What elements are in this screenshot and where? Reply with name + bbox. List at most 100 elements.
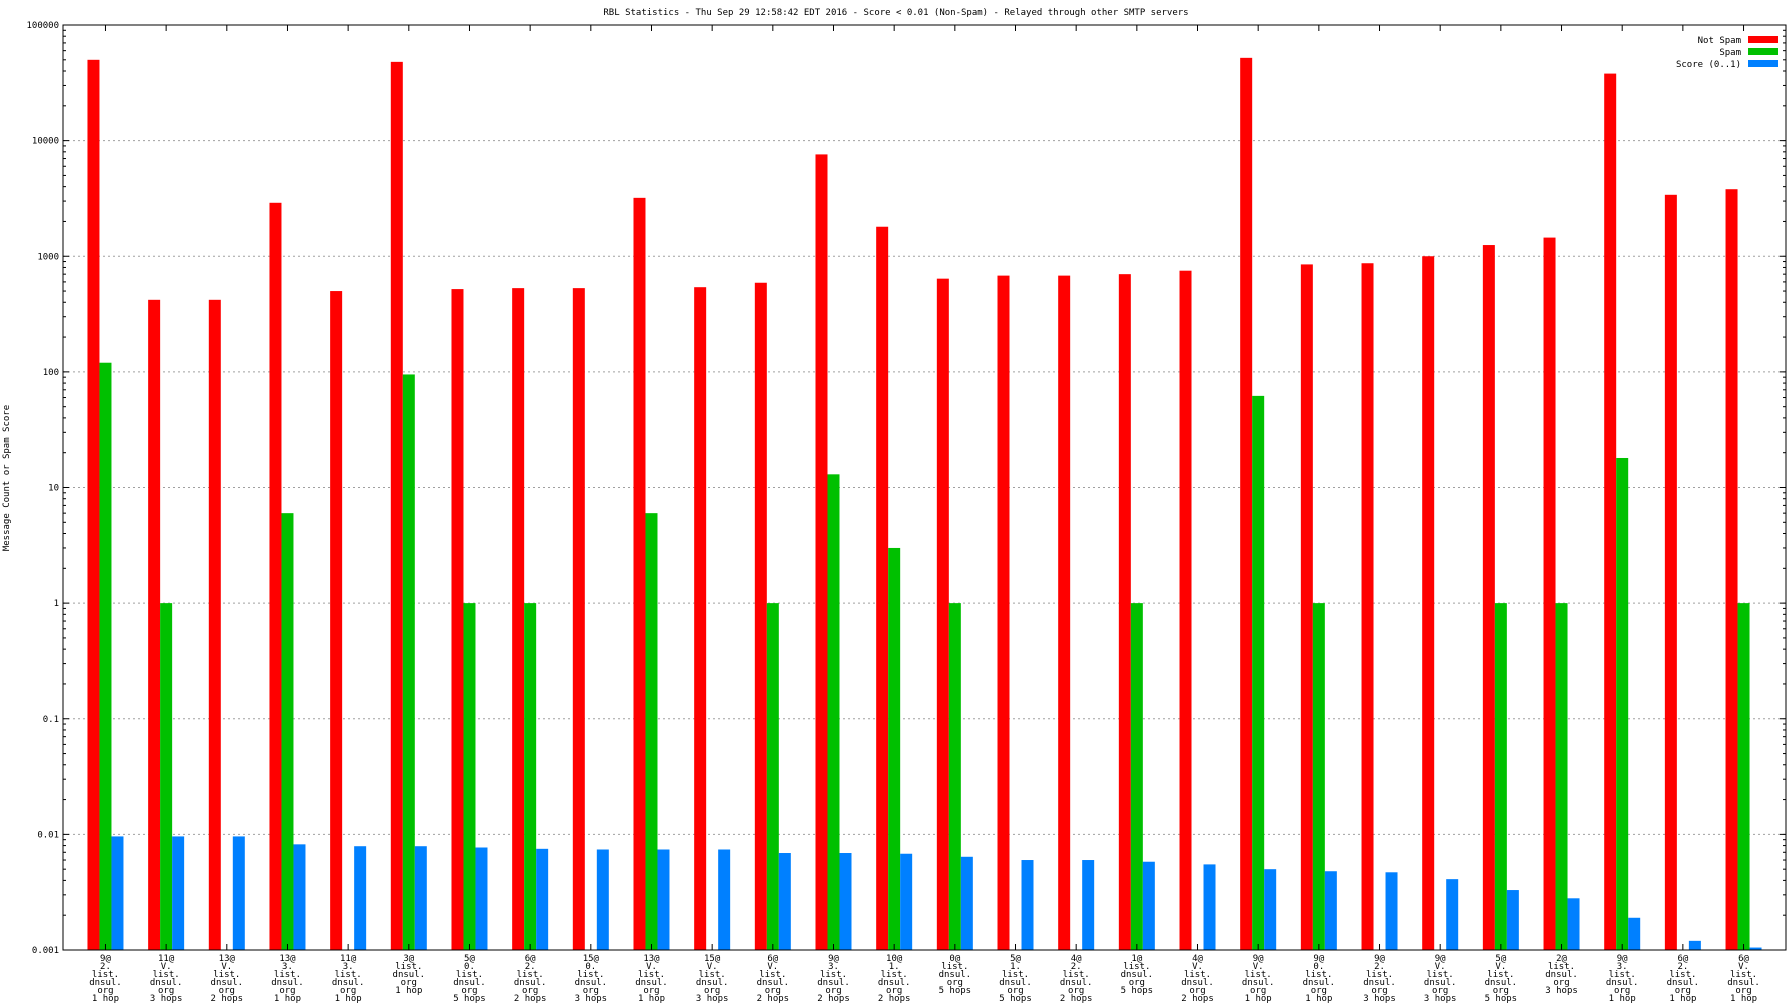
category-label-line: 2@ xyxy=(1556,954,1567,964)
category-label: 6@ 2. list. dnsul. org 1 hop xyxy=(1667,954,1700,1004)
bar-spam xyxy=(1252,395,1265,950)
category-label-line: 3 hops xyxy=(150,994,183,1004)
category-label-line: list. xyxy=(699,970,726,980)
category-label: 13@ 3. list. dnsul. org 1 hop xyxy=(271,954,304,1004)
legend-swatch xyxy=(1748,36,1778,43)
category-label-line: 3 hops xyxy=(696,994,729,1004)
category-label-line: org xyxy=(825,986,841,996)
category-label-line: list. xyxy=(759,970,786,980)
category-label-line: 1 hop xyxy=(1245,994,1272,1004)
category-label-line: 13@ xyxy=(643,954,660,964)
category-label-line: list. xyxy=(1123,962,1150,972)
category-label-line: list. xyxy=(1548,962,1575,972)
category-label-line: list. xyxy=(456,970,483,980)
category-label-line: 0@ xyxy=(949,954,960,964)
category-label-line: 3. xyxy=(343,962,354,972)
bar-score-0-1- xyxy=(293,844,306,950)
category-label-line: org xyxy=(886,986,902,996)
bar-score-0-1- xyxy=(718,849,731,950)
category-label-line: 3 hops xyxy=(1424,994,1457,1004)
bar-spam xyxy=(888,547,901,950)
category-label: 9@ 2. list. dnsul. org 3 hops xyxy=(1363,954,1396,1004)
category-label-line: org xyxy=(279,986,295,996)
category-label-line: dnsul. xyxy=(635,978,668,988)
category-label-line: list. xyxy=(941,962,968,972)
category-label-line: org xyxy=(1493,986,1509,996)
category-label-line: list. xyxy=(577,970,604,980)
category-label-line: list. xyxy=(1245,970,1272,980)
category-label-line: V. xyxy=(1192,962,1203,972)
category-label-line: 3. xyxy=(1617,962,1628,972)
category-label-line: 13@ xyxy=(279,954,296,964)
category-label: 9@ V. list. dnsul. org 3 hops xyxy=(1424,954,1457,1004)
bar-not-spam xyxy=(1058,275,1071,950)
category-label-line: V. xyxy=(767,962,778,972)
category-label-line: dnsul. xyxy=(999,978,1032,988)
bar-spam xyxy=(1737,603,1750,950)
bar-score-0-1- xyxy=(839,853,852,950)
category-label-line: org xyxy=(947,978,963,988)
category-label-line: org xyxy=(704,986,720,996)
category-label-line: 2. xyxy=(1677,962,1688,972)
bar-score-0-1- xyxy=(1567,898,1580,950)
y-tick-label: 10 xyxy=(48,484,59,494)
category-label-line: V. xyxy=(161,962,172,972)
category-label-line: list. xyxy=(1487,970,1514,980)
y-tick-label: 100 xyxy=(43,368,59,378)
category-label-line: 2 hops xyxy=(878,994,911,1004)
category-label-line: 0. xyxy=(1313,962,1324,972)
bar-spam xyxy=(402,374,415,951)
bar-spam xyxy=(1312,603,1325,950)
category-label: 6@ V. list. dnsul. org 1 hop xyxy=(1727,954,1760,1004)
bar-score-0-1- xyxy=(1446,879,1459,950)
category-label-line: dnsul. xyxy=(575,978,608,988)
category-label-line: org xyxy=(1675,986,1691,996)
category-label-line: V. xyxy=(1253,962,1264,972)
category-label: 3@ list. dnsul. org 1 hop xyxy=(393,954,426,996)
category-label-line: dnsul. xyxy=(271,978,304,988)
category-label-line: 6@ xyxy=(1677,954,1688,964)
bar-spam xyxy=(766,603,779,950)
category-label-line: 2 hops xyxy=(1181,994,1214,1004)
y-axis-label: Message Count or Spam Score xyxy=(2,405,12,551)
category-label-line: V. xyxy=(1495,962,1506,972)
category-label-line: 11@ xyxy=(158,954,175,964)
bar-score-0-1- xyxy=(1082,860,1095,950)
category-label-line: org xyxy=(401,978,417,988)
legend: Not Spam Spam Score (0..1) xyxy=(1676,36,1778,70)
category-label-line: list. xyxy=(1002,970,1029,980)
category-label-line: 9@ xyxy=(1374,954,1385,964)
category-label-line: list. xyxy=(92,970,119,980)
category-label-line: list. xyxy=(517,970,544,980)
category-label-line: list. xyxy=(820,970,847,980)
category-label-line: 13@ xyxy=(219,954,236,964)
category-label-line: org xyxy=(1189,986,1205,996)
category-label-line: 1 hop xyxy=(1669,994,1696,1004)
category-label-line: dnsul. xyxy=(453,978,486,988)
category-label-line: list. xyxy=(335,970,362,980)
category-label-line: org xyxy=(1068,986,1084,996)
bar-not-spam xyxy=(694,287,707,950)
bar-not-spam xyxy=(633,197,646,950)
bar-score-0-1- xyxy=(1142,861,1155,950)
category-label-line: 6@ xyxy=(767,954,778,964)
category-label-line: 5 hops xyxy=(1485,994,1518,1004)
category-label-line: list. xyxy=(1427,970,1454,980)
plot-frame xyxy=(62,24,1787,951)
bar-score-0-1- xyxy=(778,853,791,950)
category-label: 10@ 1. list. dnsul. org 2 hops xyxy=(878,954,911,1004)
category-label-line: 1. xyxy=(1010,962,1021,972)
y-tick-label: 1 xyxy=(54,599,59,609)
category-label-line: dnsul. xyxy=(1363,978,1396,988)
category-label: 2@ list. dnsul. org 3 hops xyxy=(1545,954,1578,996)
category-label: 4@ V. list. dnsul. org 2 hops xyxy=(1181,954,1214,1004)
category-label: 9@ 3. list. dnsul. org 2 hops xyxy=(817,954,850,1004)
category-label-line: 10@ xyxy=(886,954,903,964)
category-label-line: 11@ xyxy=(340,954,357,964)
bar-spam xyxy=(1555,603,1568,950)
y-tick-label: 1000 xyxy=(37,252,59,262)
bar-score-0-1- xyxy=(1506,890,1519,950)
category-label-line: dnsul. xyxy=(1060,978,1093,988)
y-tick-label: 0.01 xyxy=(37,830,59,840)
category-label-line: 2. xyxy=(1071,962,1082,972)
